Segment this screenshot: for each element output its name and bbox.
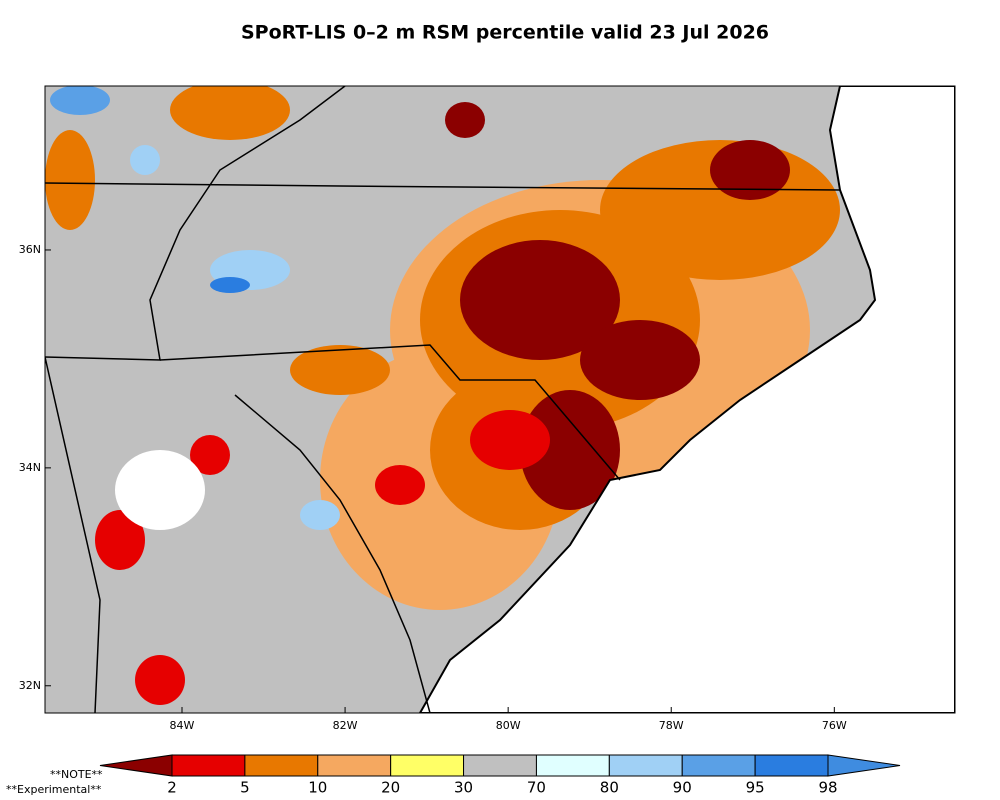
colorbar-label: 70 <box>527 779 546 797</box>
colorbar-segment <box>171 754 246 777</box>
colorbar-label: 10 <box>308 779 327 797</box>
colorbar-segment <box>317 754 392 777</box>
colorbar-low-triangle <box>99 754 173 777</box>
colorbar-label: 30 <box>454 779 473 797</box>
colorbar-segment <box>681 754 756 777</box>
colorbar-segment <box>754 754 829 777</box>
colorbar-segment <box>390 754 465 777</box>
colorbar-label: 95 <box>746 779 765 797</box>
colorbar-label: 5 <box>240 779 250 797</box>
note: **Experimental** <box>6 783 102 796</box>
colorbar-label: 90 <box>673 779 692 797</box>
colorbar-label: 2 <box>167 779 177 797</box>
state-borders <box>45 86 841 713</box>
map-title: SPoRT-LIS 0–2 m RSM percentile valid 23 … <box>241 22 769 44</box>
colorbar-segment <box>535 754 610 777</box>
lon-tick-label: 82W <box>333 719 358 732</box>
colorbar-label: 80 <box>600 779 619 797</box>
colorbar-label: 20 <box>381 779 400 797</box>
note: **NOTE** <box>50 768 103 781</box>
map-field <box>45 86 955 713</box>
dry-areas <box>45 86 840 705</box>
lon-tick-label: 80W <box>496 719 521 732</box>
ocean <box>418 86 955 713</box>
colorbar-segment <box>608 754 683 777</box>
colorbar-high-triangle <box>827 754 901 777</box>
colorbar-segment <box>244 754 319 777</box>
lat-tick-label: 32N <box>19 679 41 692</box>
lon-tick-label: 76W <box>822 719 847 732</box>
lat-tick-label: 34N <box>19 461 41 474</box>
wet-areas <box>50 86 340 530</box>
lat-tick-label: 36N <box>19 243 41 256</box>
lon-tick-label: 84W <box>170 719 195 732</box>
lon-tick-label: 78W <box>659 719 684 732</box>
colorbar-label: 98 <box>818 779 837 797</box>
map-frame <box>44 85 956 714</box>
colorbar-segment <box>463 754 537 777</box>
